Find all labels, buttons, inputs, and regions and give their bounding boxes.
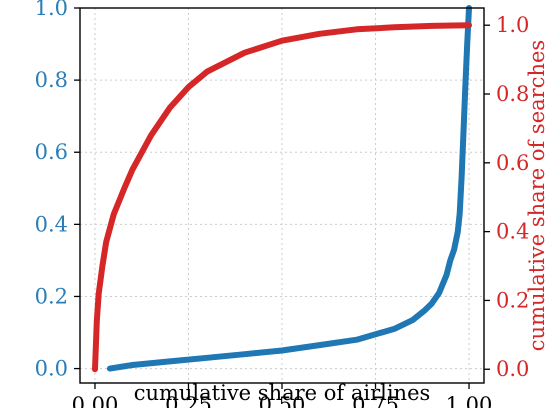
y-right-tick-label: 0.0 (496, 357, 529, 381)
y-right-tick-label: 0.6 (496, 151, 529, 175)
x-tick-label: 0.00 (72, 393, 119, 408)
y-left-tick-label: 0.2 (35, 284, 68, 308)
grid-lines (80, 7, 484, 383)
x-axis-title: cumulative share of airlines (134, 381, 431, 405)
x-tick-label: 0.25 (165, 393, 212, 408)
x-tick-label: 1.00 (446, 393, 493, 408)
series-lines (92, 5, 472, 373)
tick-marks (74, 7, 490, 389)
y-right-tick-labels: 0.0 0.2 0.4 0.6 0.8 1.0 (496, 13, 529, 381)
x-tick-label: 0.75 (352, 393, 399, 408)
y-left-tick-label: 0.0 (35, 357, 68, 381)
y-left-tick-label: 0.6 (35, 140, 68, 164)
y-left-tick-label: 0.8 (35, 68, 68, 92)
y-left-tick-label: 0.4 (35, 212, 68, 236)
y-right-tick-label: 0.2 (496, 288, 529, 312)
red-series-line (92, 22, 472, 373)
y-left-tick-labels: 0.0 0.2 0.4 0.6 0.8 1.0 (35, 0, 68, 381)
x-tick-label: 0.50 (259, 393, 306, 408)
y-right-tick-label: 0.8 (496, 82, 529, 106)
x-tick-labels: 0.00 0.25 0.50 0.75 1.00 (72, 393, 493, 408)
y-right-tick-label: 0.4 (496, 220, 529, 244)
blue-series-line (106, 5, 472, 372)
y-left-tick-label: 1.0 (35, 0, 68, 20)
y-right-axis-title: cumulative share of searches (525, 40, 549, 351)
y-right-tick-label: 1.0 (496, 13, 529, 37)
